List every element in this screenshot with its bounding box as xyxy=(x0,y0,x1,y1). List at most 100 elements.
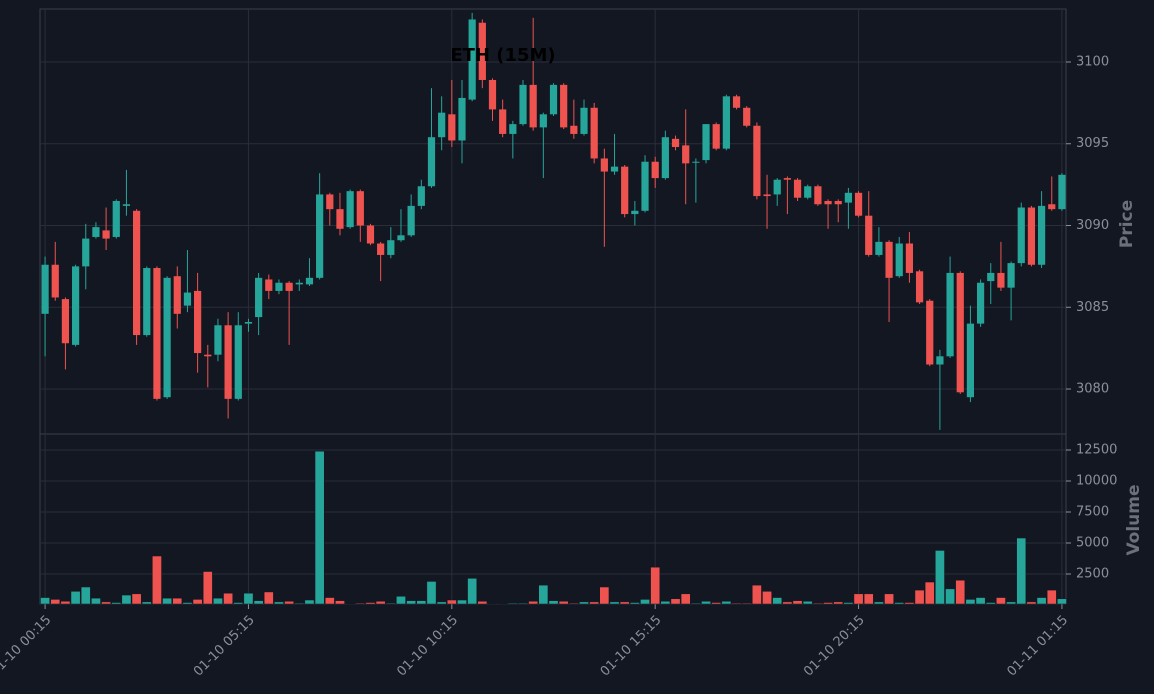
candle-body xyxy=(509,124,517,134)
volume-bar xyxy=(406,600,416,605)
volume-bar xyxy=(375,601,386,605)
candle-body xyxy=(560,84,568,128)
candle-body xyxy=(407,205,415,236)
volume-bar xyxy=(314,450,325,605)
candle-body xyxy=(580,107,588,134)
candle-body xyxy=(621,166,629,215)
candle-body xyxy=(244,321,253,324)
volume-bar xyxy=(741,602,752,605)
candle-body xyxy=(651,161,659,179)
volume-bar xyxy=(416,600,427,605)
volume-bar xyxy=(477,601,488,605)
candle-body xyxy=(865,215,873,255)
candle-body xyxy=(326,194,334,210)
candle-body xyxy=(834,200,842,205)
price-panel xyxy=(39,8,1067,435)
candle-body xyxy=(732,96,741,108)
volume-bar xyxy=(924,581,935,605)
candle-body xyxy=(133,210,141,336)
candle-body xyxy=(641,161,649,211)
volume-panel xyxy=(39,433,1067,605)
candle-body xyxy=(143,268,151,336)
candle-body xyxy=(966,323,975,398)
volume-bar xyxy=(813,602,823,605)
volume-bar xyxy=(324,597,335,605)
volume-bar xyxy=(528,601,539,605)
volume-bar xyxy=(70,591,81,605)
candle-body xyxy=(875,241,883,255)
volume-bar xyxy=(853,593,864,605)
volume-bar xyxy=(192,599,203,605)
candle-body xyxy=(102,230,110,239)
candle-body xyxy=(600,158,608,172)
candle-body xyxy=(997,272,1005,288)
candle-body xyxy=(702,124,710,161)
volume-bar xyxy=(213,597,223,605)
volume-bar xyxy=(436,601,447,605)
candle-body xyxy=(631,210,639,215)
volume-bar xyxy=(1016,537,1027,605)
volume-bar xyxy=(111,602,122,605)
volume-bar xyxy=(121,594,132,605)
volume-bar xyxy=(914,589,925,605)
candle-body xyxy=(397,235,405,241)
candle-body xyxy=(987,272,995,282)
volume-bar xyxy=(243,592,254,605)
volume-bar xyxy=(558,601,569,605)
candle-body xyxy=(814,186,822,205)
volume-bar xyxy=(1036,597,1047,605)
candle-body xyxy=(51,264,59,298)
candle-body xyxy=(783,178,791,180)
volume-bar xyxy=(884,593,894,605)
volume-bar xyxy=(162,597,172,605)
volume-bar xyxy=(101,601,111,605)
volume-bar xyxy=(141,601,152,605)
candle-body xyxy=(214,325,222,355)
volume-bar xyxy=(568,602,579,605)
candle-body xyxy=(722,96,730,149)
volume-bar xyxy=(945,588,955,605)
volume-bar xyxy=(731,602,742,605)
candle-body xyxy=(316,194,324,278)
volume-bar xyxy=(202,571,213,605)
candle-body xyxy=(377,243,385,255)
volume-bar xyxy=(355,602,366,605)
volume-bar xyxy=(263,591,274,605)
candle-body xyxy=(92,227,100,237)
candle-body xyxy=(885,241,893,278)
candle-body xyxy=(153,268,161,399)
candle-body xyxy=(926,300,934,365)
volume-bar xyxy=(619,601,630,605)
candle-body xyxy=(336,209,344,229)
candle-body xyxy=(549,84,558,115)
volume-bar xyxy=(975,597,986,605)
volume-bar xyxy=(792,600,803,605)
volume-bar xyxy=(609,601,620,605)
volume-bar xyxy=(80,586,91,605)
candle-body xyxy=(346,191,354,228)
candle-body xyxy=(804,186,812,198)
candle-body xyxy=(529,84,537,128)
volume-bar xyxy=(294,602,305,605)
candle-body xyxy=(163,277,171,398)
volume-bar xyxy=(589,601,600,605)
volume-bar xyxy=(802,601,813,605)
y-axis-label: Price xyxy=(1117,200,1137,248)
candle-body xyxy=(427,137,436,187)
candle-body xyxy=(366,225,375,244)
volume-bar xyxy=(935,550,945,605)
candle-body xyxy=(438,112,446,138)
candle-body xyxy=(234,325,242,399)
volume-bar xyxy=(131,593,142,605)
candle-body xyxy=(356,191,364,226)
volume-bar xyxy=(782,601,793,605)
volume-tick-label: 7500 xyxy=(1076,504,1109,519)
candle-body xyxy=(1037,205,1046,265)
candle-body xyxy=(610,166,619,172)
volume-bar xyxy=(863,593,874,605)
candle-body xyxy=(468,19,476,100)
candle-body xyxy=(112,200,120,237)
volume-bar xyxy=(772,597,783,605)
volume-bar xyxy=(172,597,183,605)
